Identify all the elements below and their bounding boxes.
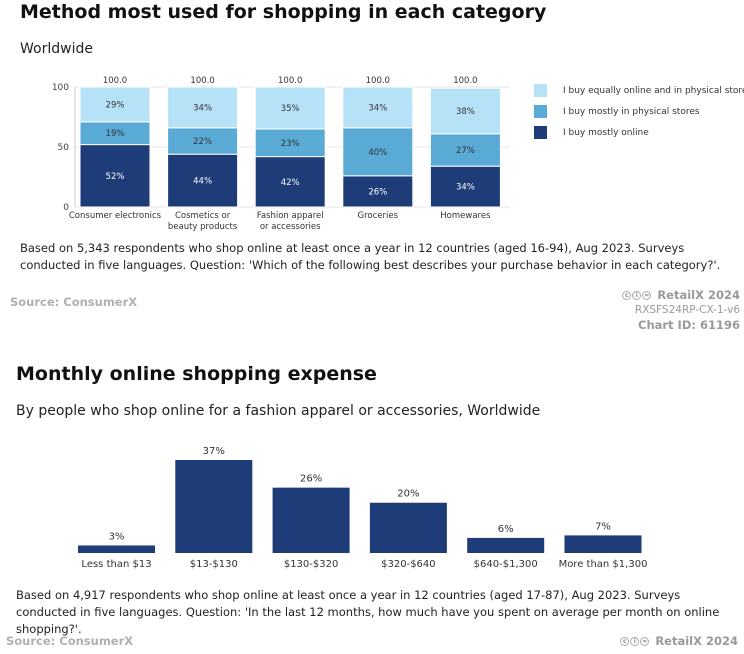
chart2-category-label: $130-$320 bbox=[284, 559, 339, 570]
chart2-bar bbox=[78, 545, 155, 553]
chart1-subtitle: Worldwide bbox=[20, 41, 93, 57]
chart1-bar-segment bbox=[429, 165, 501, 208]
chart1-brand-text: RetailX 2024 bbox=[657, 288, 740, 302]
chart1-bar-segment bbox=[79, 144, 151, 208]
chart2-category-label: More than $1,300 bbox=[559, 559, 648, 570]
chart1-data-label: 44% bbox=[193, 177, 212, 187]
chart2-bar bbox=[467, 537, 545, 553]
chart1-legend-label: I buy equally online and in physical sto… bbox=[563, 85, 744, 96]
chart1-bar-segment bbox=[167, 153, 239, 208]
chart1-data-label: 34% bbox=[193, 103, 212, 113]
chart2-value-label: 3% bbox=[109, 531, 125, 542]
chart2-brand-text: RetailX 2024 bbox=[655, 634, 738, 648]
chart1-category-label: beauty products bbox=[168, 222, 238, 232]
chart1-data-label: 29% bbox=[106, 100, 125, 110]
chart1-data-label: 27% bbox=[456, 146, 475, 156]
chart2-category-label: $13-$130 bbox=[190, 559, 238, 570]
chart1-legend-item: I buy mostly in physical stores bbox=[534, 105, 700, 118]
chart1-legend-swatch bbox=[534, 84, 547, 97]
chart1-total-label: 100.0 bbox=[190, 76, 214, 86]
chart1-total-label: 100.0 bbox=[278, 76, 302, 86]
chart1-data-label: 34% bbox=[456, 183, 475, 193]
chart2-note: Based on 4,917 respondents who shop onli… bbox=[16, 588, 720, 636]
chart2-value-label: 20% bbox=[397, 489, 419, 500]
chart1-ytick-label: 0 bbox=[63, 203, 69, 213]
chart1-title: Method most used for shopping in each ca… bbox=[20, 1, 547, 23]
chart1-ytick-label: 50 bbox=[58, 143, 70, 153]
chart1-data-label: 38% bbox=[456, 107, 475, 117]
chart1-category-label: Consumer electronics bbox=[69, 211, 162, 221]
chart1-legend-label: I buy mostly in physical stores bbox=[563, 106, 700, 117]
chart2-brand: c i = RetailX 2024 bbox=[620, 634, 738, 648]
chart2-source: Source: ConsumerX bbox=[6, 634, 134, 648]
chart1-bar-segment bbox=[429, 87, 501, 135]
creative-commons-icon: c i = bbox=[620, 637, 650, 646]
chart2-bar bbox=[272, 487, 350, 553]
chart1-chart-id: Chart ID: 61196 bbox=[638, 318, 740, 332]
chart1-category-label: Fashion apparel bbox=[257, 211, 324, 221]
chart2-value-label: 7% bbox=[595, 521, 611, 532]
chart1-bar-segment bbox=[79, 86, 151, 123]
chart1-bar-segment bbox=[342, 86, 414, 129]
chart1-legend-item: I buy equally online and in physical sto… bbox=[534, 84, 744, 97]
chart1-total-label: 100.0 bbox=[453, 76, 477, 86]
chart1-legend-swatch bbox=[534, 126, 547, 139]
chart1-note: Based on 5,343 respondents who shop onli… bbox=[20, 241, 721, 272]
chart2-value-label: 37% bbox=[203, 446, 225, 457]
chart1-total-label: 100.0 bbox=[103, 76, 127, 86]
chart1-data-label: 22% bbox=[193, 137, 212, 147]
chart1-ytick-label: 100 bbox=[52, 83, 69, 93]
chart1-category-label: Groceries bbox=[358, 211, 399, 221]
chart1-bar-segment bbox=[342, 127, 414, 177]
chart1-bar-segment bbox=[254, 86, 326, 130]
chart1-category-label: or accessories bbox=[260, 222, 321, 232]
chart1-total-label: 100.0 bbox=[366, 76, 390, 86]
chart1-legend-item: I buy mostly online bbox=[534, 126, 649, 139]
chart1-data-label: 52% bbox=[106, 172, 125, 182]
chart1-data-label: 26% bbox=[368, 187, 387, 197]
chart1-data-label: 23% bbox=[281, 139, 300, 149]
chart1-data-label: 35% bbox=[281, 104, 300, 114]
chart2-bar bbox=[175, 460, 253, 553]
chart2-category-label: $320-$640 bbox=[381, 559, 436, 570]
chart1-brand: c i = RetailX 2024 bbox=[622, 288, 740, 302]
chart1-code: RXSFS24RP-CX-1-v6 bbox=[634, 304, 740, 316]
creative-commons-icon: c i = bbox=[622, 291, 652, 300]
chart1-category-label: Homewares bbox=[440, 211, 491, 221]
chart1-category-label: Cosmetics or bbox=[175, 211, 231, 221]
chart1-bar-segment bbox=[167, 86, 239, 129]
chart1-data-label: 34% bbox=[368, 103, 387, 113]
chart2-title: Monthly online shopping expense bbox=[16, 363, 377, 385]
chart2-bar bbox=[369, 502, 447, 553]
chart2-plot: 3% Less than $13 37% $13-$130 26% $130-$320 20… bbox=[78, 446, 648, 570]
chart2-category-label: $640-$1,300 bbox=[474, 559, 538, 570]
chart2-subtitle: By people who shop online for a fashion … bbox=[16, 403, 541, 419]
chart1-bar-segment bbox=[254, 128, 326, 158]
chart1-bar-segment bbox=[254, 156, 326, 208]
chart2-bar bbox=[564, 535, 642, 553]
chart1-data-label: 40% bbox=[368, 148, 387, 158]
chart2-value-label: 26% bbox=[300, 474, 322, 485]
chart1-plot: 0 50 100 52% 19% 29% 100.0 Consumer electronics… bbox=[52, 76, 510, 232]
chart2-category-label: Less than $13 bbox=[81, 559, 151, 570]
chart1-source: Source: ConsumerX bbox=[10, 295, 138, 309]
chart1-data-label: 42% bbox=[281, 178, 300, 188]
chart1-data-label: 19% bbox=[106, 129, 125, 139]
chart2-value-label: 6% bbox=[498, 524, 514, 535]
chart1-legend-swatch bbox=[534, 105, 547, 118]
chart1-legend-label: I buy mostly online bbox=[563, 127, 649, 138]
